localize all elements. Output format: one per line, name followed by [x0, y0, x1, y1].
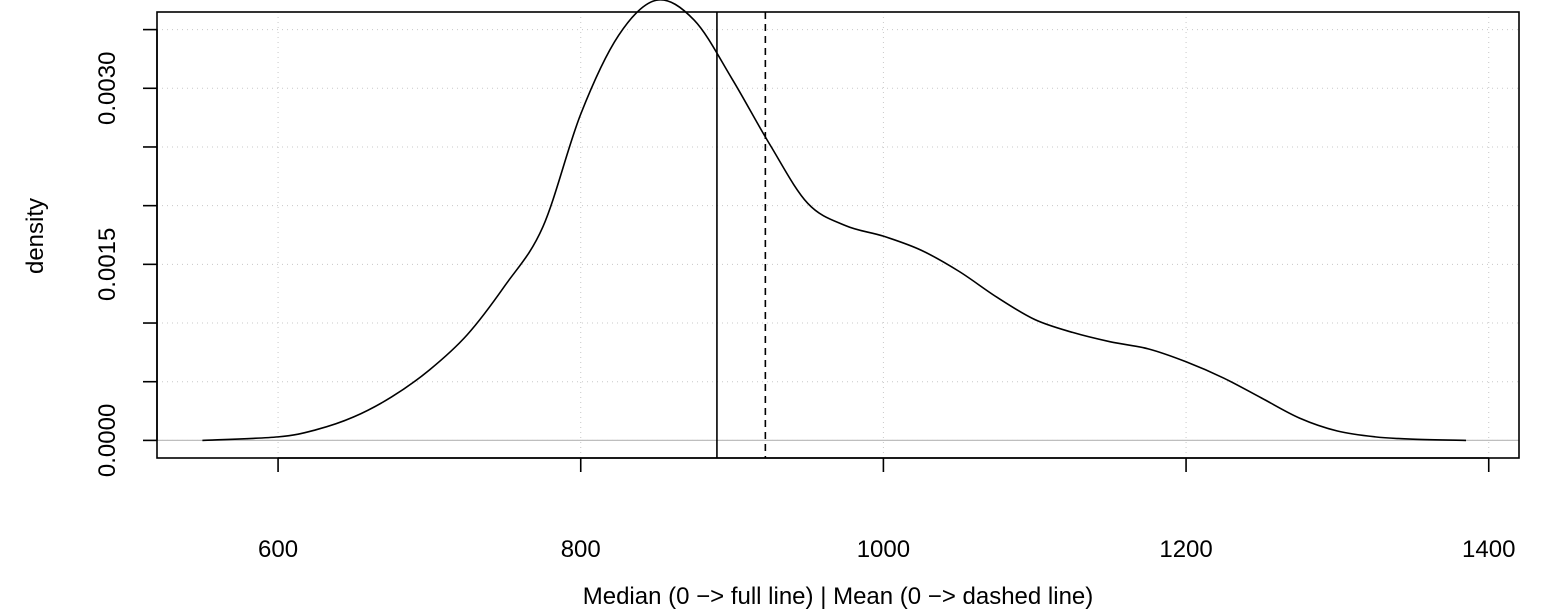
x-tick-label-4: 1400 [1462, 536, 1515, 563]
x-tick-label-3: 1200 [1159, 536, 1212, 563]
x-tick-label-1: 800 [561, 536, 601, 563]
x-tick-label-2: 1000 [857, 536, 910, 563]
y-axis-label: density [22, 198, 49, 274]
y-tick-label-0: 0.0000 [94, 404, 121, 477]
plot-frame [156, 11, 1520, 459]
x-axis-label: Median (0 −> full line) | Mean (0 −> das… [583, 583, 1094, 610]
y-tick-label-3: 0.0015 [94, 228, 121, 301]
density-curve [202, 0, 1467, 442]
grid-layer [157, 12, 1519, 458]
x-tick-label-0: 600 [258, 536, 298, 563]
axis-layer: 600 800 1000 1200 1400 0.0000 0.0015 0.0030 [94, 28, 1515, 563]
y-tick-label-6: 0.0030 [94, 52, 121, 125]
